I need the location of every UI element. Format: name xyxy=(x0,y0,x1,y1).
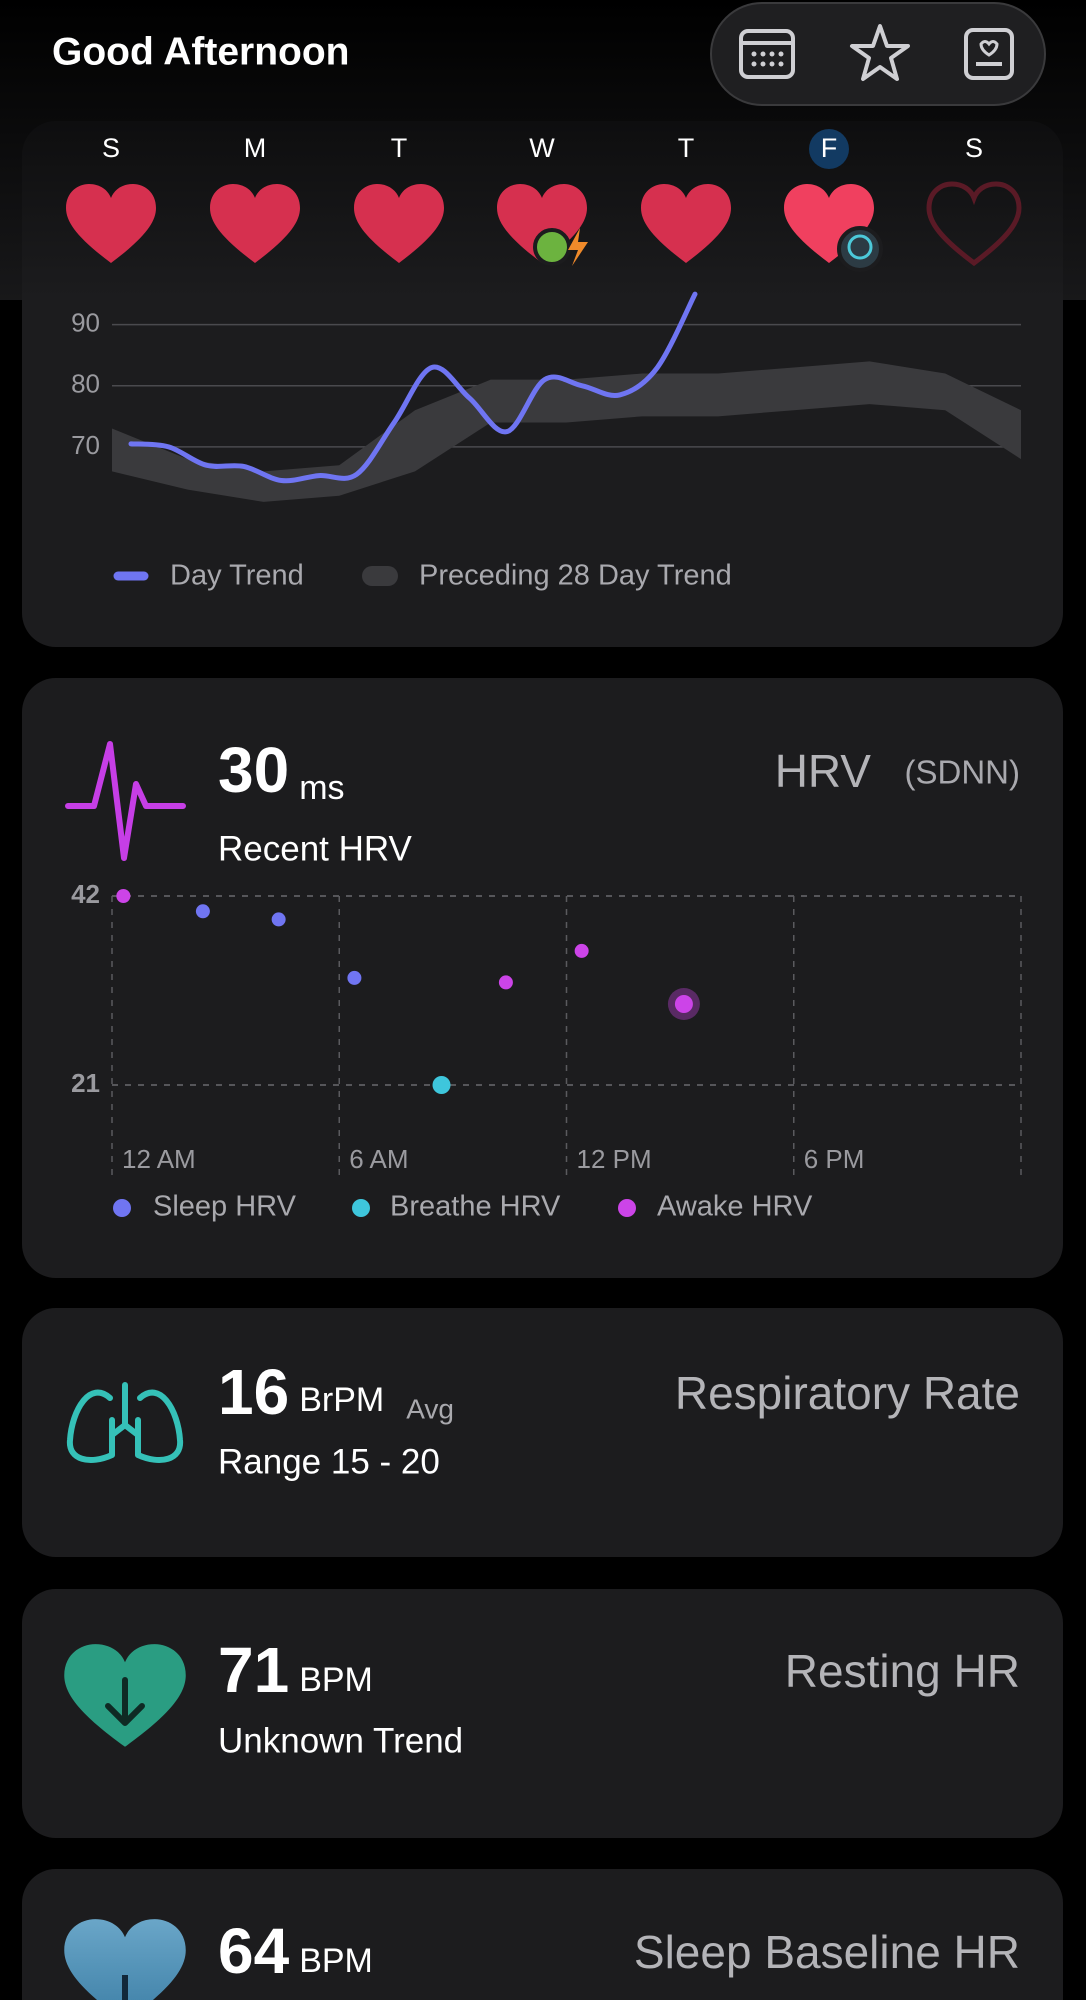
x-tick-label: 12 AM xyxy=(122,1144,196,1174)
legend-label: Sleep HRV xyxy=(153,1191,297,1223)
toolbar xyxy=(710,2,1046,106)
day-label: T xyxy=(391,133,408,163)
y-tick-label: 90 xyxy=(71,308,100,338)
calendar-button[interactable] xyxy=(739,29,795,79)
band-area xyxy=(112,361,1021,502)
sleep-baseline-card[interactable] xyxy=(22,1869,1063,2000)
journal-button[interactable] xyxy=(964,28,1014,80)
respiratory-title: Respiratory Rate xyxy=(675,1367,1020,1419)
hrv-unit: ms xyxy=(299,769,344,807)
hrv-point xyxy=(674,995,693,1013)
hrv-label: Recent HRV xyxy=(218,829,413,868)
day-label: F xyxy=(821,133,838,163)
day-label: M xyxy=(244,133,267,163)
legend-label: Preceding 28 Day Trend xyxy=(419,560,732,592)
respiratory-unit: BrPM xyxy=(299,1381,384,1419)
hrv-point xyxy=(498,975,513,990)
resting-hr-unit: BPM xyxy=(299,1661,373,1699)
mind-badge xyxy=(837,226,883,272)
resting-hr-trend: Unknown Trend xyxy=(218,1721,463,1760)
hrv-point xyxy=(195,904,210,919)
hrv-point xyxy=(347,970,362,985)
respiratory-card[interactable] xyxy=(22,1308,1063,1557)
hrv-card[interactable] xyxy=(22,678,1063,1278)
legend-label: Day Trend xyxy=(170,560,304,592)
lungs-icon xyxy=(66,1382,184,1463)
activity-badge xyxy=(533,228,571,266)
hrv-value: 30 xyxy=(218,734,289,806)
day-label: S xyxy=(965,133,983,163)
hrv-point xyxy=(432,1076,451,1094)
energy-badge xyxy=(568,228,588,266)
hrv-icon xyxy=(65,741,186,861)
x-tick-label: 6 PM xyxy=(804,1144,865,1174)
sleep-baseline-unit: BPM xyxy=(299,1942,373,1980)
legend-swatch xyxy=(352,1199,370,1217)
y-tick-label: 70 xyxy=(71,430,100,460)
x-tick-label: 6 AM xyxy=(349,1144,408,1174)
legend-swatch xyxy=(113,1199,131,1217)
day-label: T xyxy=(678,133,695,163)
y-tick-label: 80 xyxy=(71,369,100,399)
legend-label: Awake HRV xyxy=(657,1191,813,1223)
resting-hr-title: Resting HR xyxy=(785,1645,1020,1697)
respiratory-range: Range 15 - 20 xyxy=(218,1442,440,1481)
x-tick-label: 12 PM xyxy=(577,1144,652,1174)
hrv-point xyxy=(116,889,131,903)
resting-hr-card[interactable] xyxy=(22,1589,1063,1838)
respiratory-value: 16 xyxy=(218,1356,289,1428)
hrv-point xyxy=(574,943,589,958)
resting-hr-value: 71 xyxy=(218,1634,289,1706)
hrv-title: HRV xyxy=(775,745,872,797)
mind-badge-head xyxy=(847,234,873,260)
down-arrow xyxy=(105,1677,145,1726)
legend-swatch xyxy=(618,1199,636,1217)
day-trend-line xyxy=(128,291,698,484)
y-tick-label: 21 xyxy=(71,1068,100,1098)
legend-label: Breathe HRV xyxy=(390,1191,561,1223)
hrv-subtitle: (SDNN) xyxy=(905,754,1020,791)
greeting: Good Afternoon xyxy=(52,30,350,73)
day-label: W xyxy=(529,133,555,163)
legend-swatch xyxy=(362,566,398,586)
y-tick-label: 42 xyxy=(71,879,100,909)
sleep-baseline-value: 64 xyxy=(218,1915,290,1987)
hrv-point xyxy=(271,912,286,927)
favorites-button[interactable] xyxy=(850,24,910,81)
sleep-baseline-title: Sleep Baseline HR xyxy=(634,1926,1020,1978)
respiratory-qualifier: Avg xyxy=(406,1393,454,1424)
day-label: S xyxy=(102,133,120,163)
today-marker xyxy=(809,129,849,169)
